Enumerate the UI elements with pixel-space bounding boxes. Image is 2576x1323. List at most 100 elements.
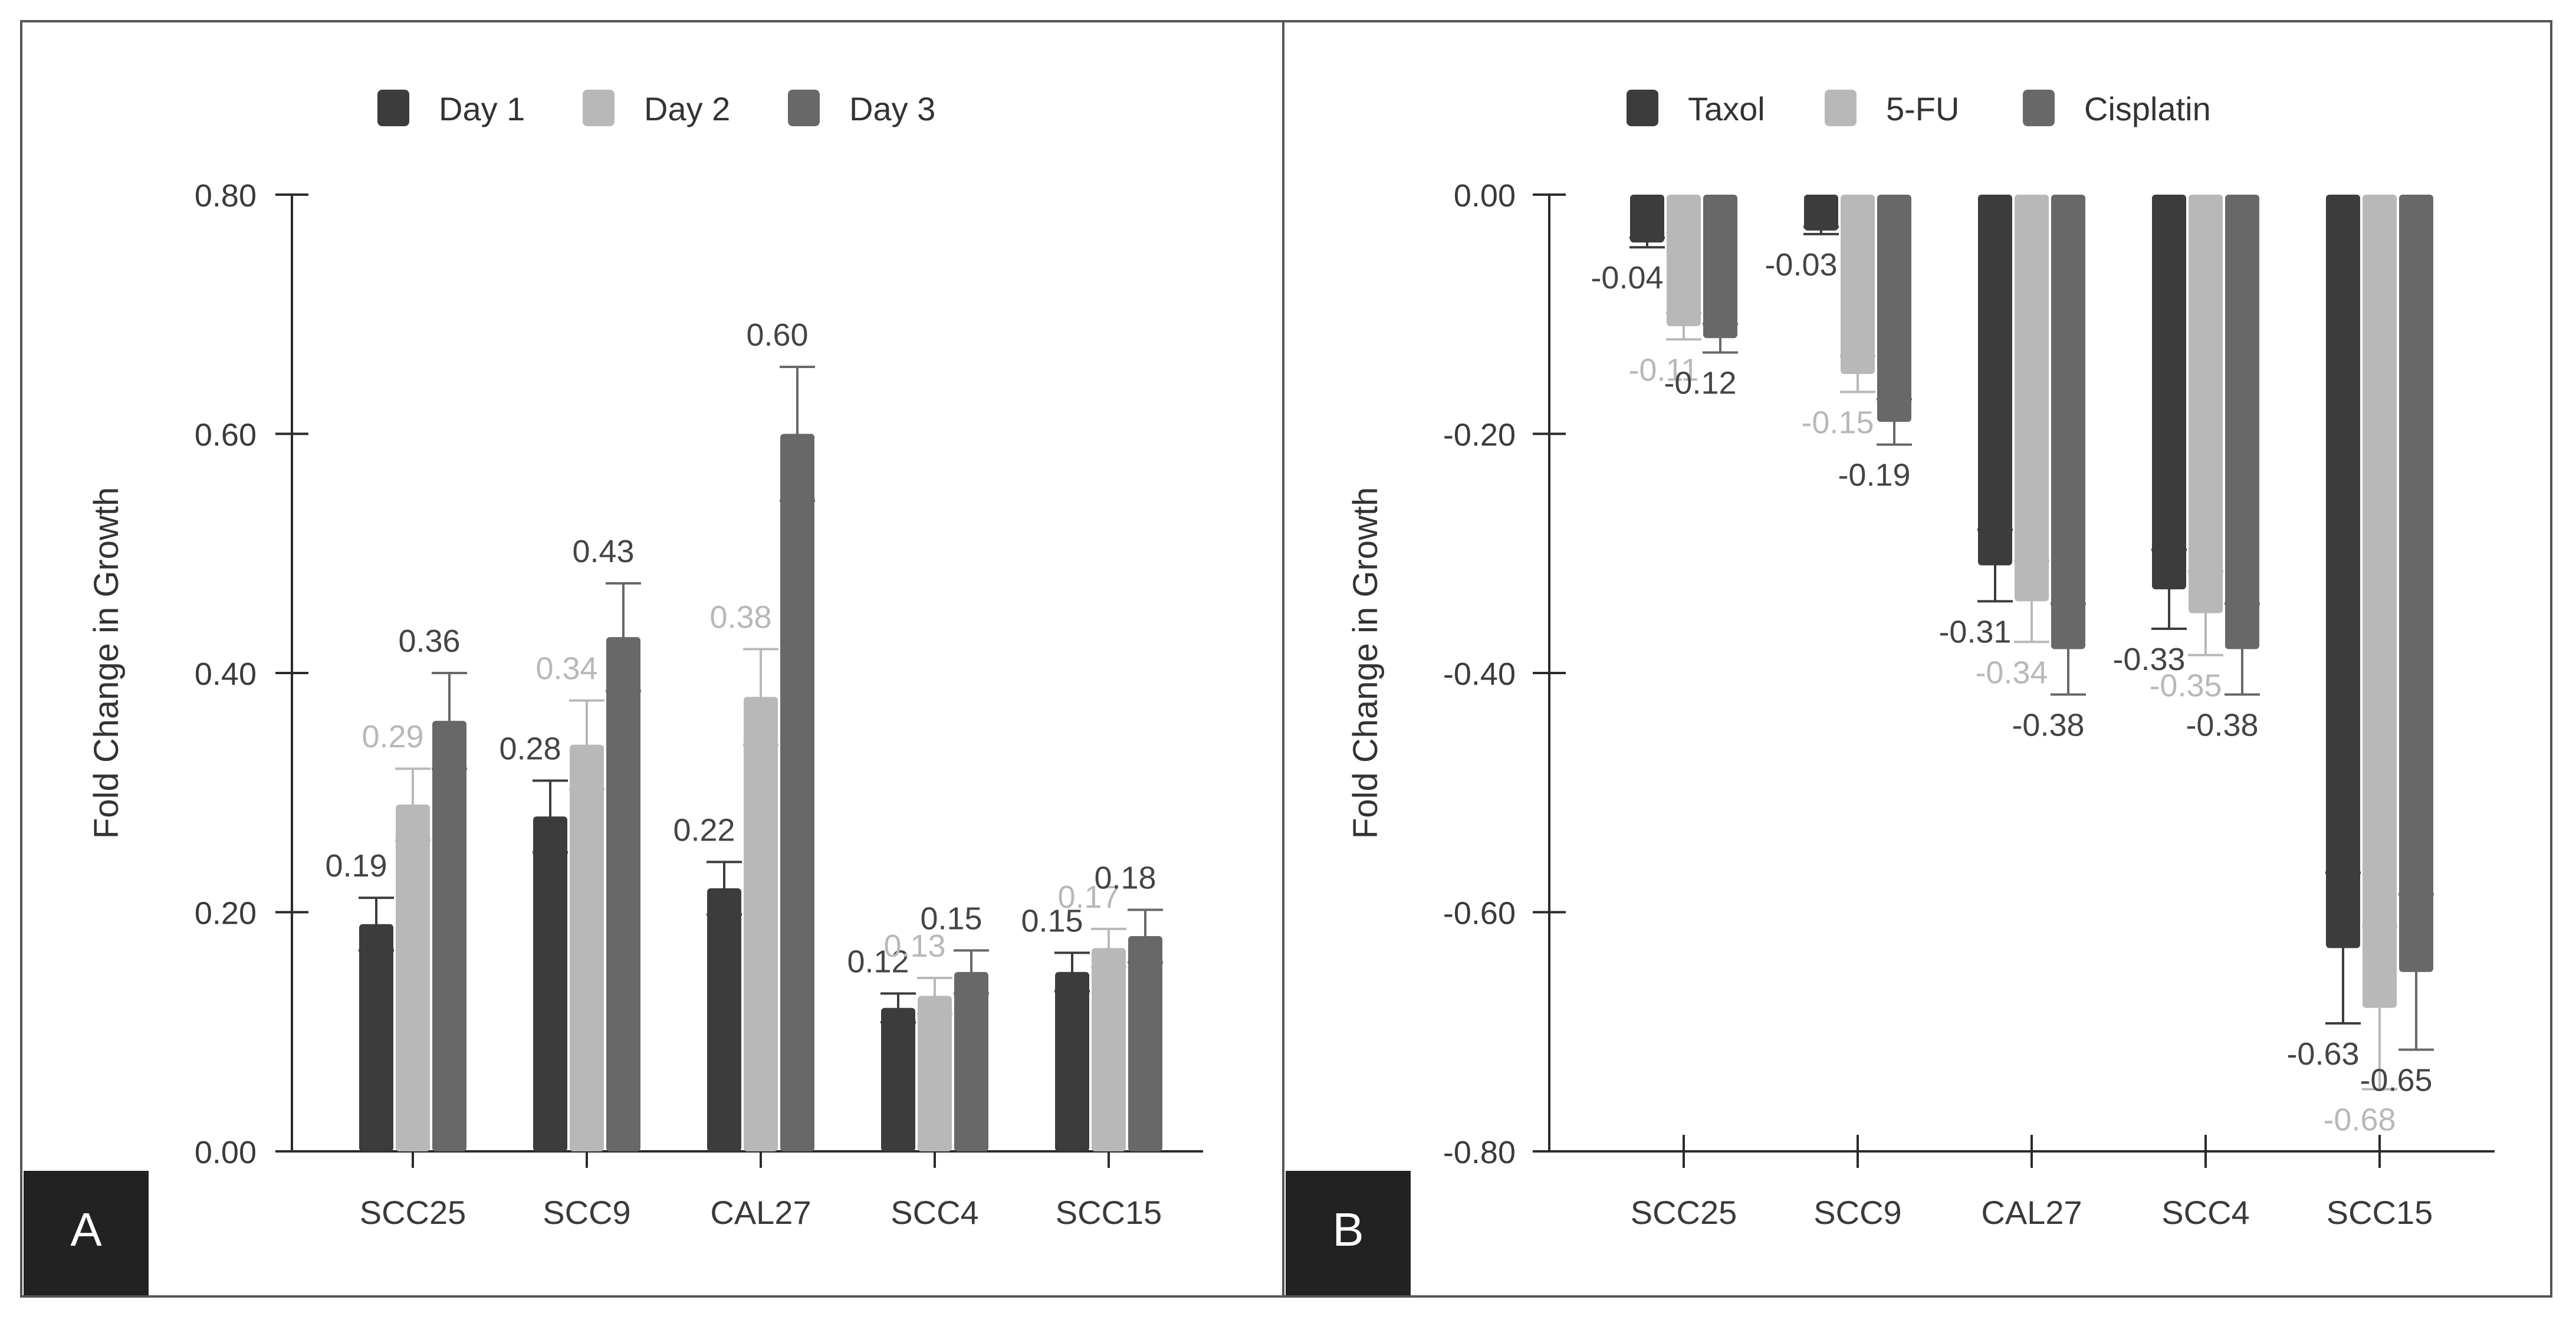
bar (533, 816, 567, 1151)
y-tick-label: -0.80 (1443, 1135, 1516, 1170)
bar (2152, 195, 2186, 590)
panel-b-label-box: B (1286, 1171, 1411, 1295)
bar (1055, 971, 1089, 1151)
x-tick-label: SCC15 (2327, 1194, 2433, 1231)
bar (1978, 195, 2012, 566)
data-label: 0.28 (499, 731, 561, 766)
chart-b-bars (1629, 195, 2434, 1091)
legend-label: Taxol (1688, 90, 1765, 127)
data-label: 0.18 (1094, 860, 1156, 895)
x-tick-label: SCC9 (1813, 1194, 1901, 1231)
data-label: -0.33 (2112, 642, 2185, 677)
data-label: 0.29 (362, 719, 423, 754)
data-label: -0.04 (1591, 260, 1663, 296)
bar (1630, 195, 1664, 243)
data-label: 0.60 (746, 317, 808, 353)
y-tick-label: 0.40 (195, 656, 257, 692)
x-tick-label: SCC4 (2161, 1194, 2249, 1231)
bar (2015, 195, 2049, 602)
y-tick-label: 0.00 (195, 1135, 257, 1170)
bar (606, 637, 640, 1151)
y-tick-label: 0.60 (195, 418, 257, 453)
bar (432, 721, 466, 1151)
bar (2189, 195, 2223, 613)
data-label: -0.38 (2012, 707, 2084, 743)
bar (780, 434, 814, 1151)
bar (954, 971, 988, 1151)
legend-swatch (2023, 90, 2055, 126)
data-label: -0.34 (1975, 655, 2048, 690)
panel-a-label-box: A (24, 1171, 149, 1295)
data-label: -0.35 (2149, 668, 2222, 704)
y-tick-label: 0.80 (195, 178, 257, 214)
bar (2363, 195, 2397, 1008)
chart-a-data-labels: 0.19 0.29 0.36 0.28 0.34 0.43 0.22 0.38 0.60 0.12… (325, 317, 1156, 979)
data-label: -0.19 (1838, 458, 1910, 493)
x-tick-label: CAL27 (1981, 1194, 2082, 1231)
y-tick-label: -0.20 (1443, 418, 1516, 453)
data-label: -0.03 (1765, 247, 1837, 283)
bar (396, 805, 430, 1151)
bar (2326, 195, 2360, 948)
bar (881, 1007, 915, 1151)
bar (744, 697, 778, 1151)
data-label: 0.17 (1057, 879, 1119, 915)
chart-b-axes: 0.00 -0.20 -0.40 -0.60 -0.80 SCC25 SCC9 CAL27 SC… (1443, 178, 2495, 1231)
legend-label: 5-FU (1886, 90, 1959, 127)
chart-b-data-labels: -0.04 -0.11-0.12 -0.03 -0.15 -0.19 -0.31 -0.34… (1591, 247, 2432, 1138)
data-label: 0.34 (535, 651, 597, 687)
data-label: 0.36 (398, 623, 460, 659)
bar (2051, 195, 2085, 649)
data-label: 0.22 (673, 812, 735, 848)
legend-label: Day 3 (849, 90, 935, 127)
y-tick-label: 0.20 (195, 896, 257, 931)
data-label: 0.19 (325, 848, 387, 884)
data-label: -0.63 (2286, 1036, 2359, 1072)
legend-swatch (1627, 90, 1658, 126)
data-label: 0.15 (1021, 903, 1083, 938)
data-label: 0.13 (883, 928, 945, 964)
data-label: -0.65 (2360, 1063, 2432, 1098)
chart-a-bars (359, 365, 1163, 1151)
legend-label: Cisplatin (2084, 90, 2211, 127)
legend-label: Day 2 (644, 90, 730, 127)
bar (1703, 195, 1737, 339)
x-tick-label: CAL27 (710, 1194, 811, 1231)
legend-swatch (788, 90, 820, 126)
bar (1128, 936, 1162, 1151)
bar (1092, 948, 1126, 1151)
data-label: 0.15 (920, 901, 982, 936)
chart-b: Taxol 5-FU Cisplatin Fold Change in Growth… (1346, 90, 2495, 1231)
bar (2225, 195, 2259, 649)
x-tick-label: SCC15 (1056, 1194, 1162, 1231)
data-label: -0.68 (2323, 1102, 2396, 1138)
data-label: -0.31 (1938, 614, 2011, 649)
bar (570, 744, 604, 1151)
panel-a-label: A (70, 1203, 102, 1256)
bar (2399, 195, 2433, 972)
y-tick-label: -0.60 (1443, 896, 1516, 931)
x-tick-label: SCC4 (891, 1194, 978, 1231)
chart-a: Day 1 Day 2 Day 3 Fold Change in Growth 0.… (87, 90, 1203, 1231)
chart-a-y-axis-label: Fold Change in Growth (87, 487, 126, 839)
y-tick-label: 0.00 (1454, 178, 1516, 214)
bar (1877, 195, 1911, 422)
bar (707, 888, 741, 1151)
legend-label: Day 1 (439, 90, 525, 127)
x-tick-label: SCC25 (1631, 1194, 1737, 1231)
data-label: 0.43 (572, 534, 634, 569)
bar (1804, 195, 1838, 231)
data-label: -0.12 (1664, 366, 1736, 401)
bar (359, 924, 393, 1151)
x-tick-label: SCC25 (360, 1194, 466, 1231)
legend-swatch (377, 90, 409, 126)
panel-b-label: B (1332, 1203, 1363, 1256)
data-label: 0.12 (847, 944, 909, 979)
data-label: 0.38 (709, 599, 771, 635)
legend-swatch (1825, 90, 1857, 126)
data-label: -0.15 (1801, 405, 1874, 441)
bar (1841, 195, 1875, 375)
bar (1667, 195, 1701, 327)
chart-b-y-axis-label: Fold Change in Growth (1346, 487, 1385, 839)
